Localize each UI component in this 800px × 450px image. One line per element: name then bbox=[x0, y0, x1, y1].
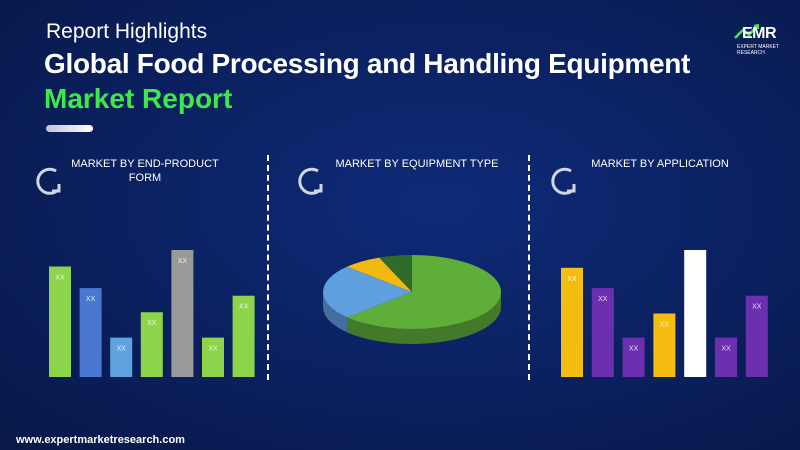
bar-data-label: XX bbox=[117, 346, 127, 353]
bar bbox=[561, 267, 583, 377]
section-title-end-product: MARKET BY END-PRODUCT FORM bbox=[71, 158, 219, 184]
section-divider bbox=[267, 155, 269, 380]
circular-arrow-icon bbox=[298, 167, 323, 195]
bar-data-label: XX bbox=[147, 320, 157, 327]
circular-arrow-icon bbox=[551, 167, 576, 195]
pie-slice-side bbox=[323, 292, 348, 333]
emr-logo-icon bbox=[734, 23, 759, 39]
bar bbox=[653, 313, 676, 377]
bar-data-label: XX bbox=[752, 304, 762, 311]
bar bbox=[232, 295, 255, 377]
logo-tagline: EXPERT MARKET RESEARCH bbox=[737, 44, 779, 56]
section-title-equipment: MARKET BY EQUIPMENT TYPE bbox=[335, 158, 499, 170]
bar bbox=[140, 312, 163, 377]
title-underline-pill bbox=[46, 125, 93, 132]
pie-slice bbox=[347, 255, 501, 329]
bar-data-label: XX bbox=[86, 296, 96, 303]
bar bbox=[79, 288, 102, 377]
pie-slice bbox=[379, 255, 412, 292]
logo-text: EMR bbox=[742, 25, 777, 42]
pie-slice bbox=[347, 257, 412, 292]
bar-data-label: XX bbox=[208, 346, 218, 353]
bar-data-label: XX bbox=[567, 276, 577, 283]
bar-data-label: XX bbox=[660, 322, 670, 329]
bar-data-label: XX bbox=[178, 258, 188, 265]
bar-data-label: XX bbox=[598, 296, 608, 303]
pie-slice-side bbox=[347, 292, 501, 344]
section-divider bbox=[528, 155, 530, 380]
bar bbox=[745, 295, 768, 377]
bar-data-label: XX bbox=[239, 304, 249, 311]
bar bbox=[171, 250, 194, 377]
bar bbox=[591, 288, 614, 377]
bar bbox=[202, 337, 224, 377]
report-subtitle: Report Highlights bbox=[46, 20, 208, 43]
bar bbox=[49, 266, 71, 377]
section-title-application: MARKET BY APPLICATION bbox=[591, 158, 729, 170]
footer-url[interactable]: www.expertmarketresearch.com bbox=[16, 434, 185, 446]
pie-slice bbox=[323, 266, 412, 318]
bar-data-label: XX bbox=[691, 258, 701, 265]
bar-data-label: XX bbox=[55, 275, 65, 282]
report-title-accent: Market Report bbox=[44, 83, 233, 114]
circular-arrow-icon bbox=[36, 167, 61, 195]
report-title: Global Food Processing and Handling Equi… bbox=[44, 48, 691, 79]
bar bbox=[715, 337, 737, 377]
bar-data-label: XX bbox=[629, 346, 639, 353]
bar-data-label: XX bbox=[721, 346, 731, 353]
bar bbox=[110, 337, 133, 377]
bar bbox=[684, 250, 707, 377]
bar bbox=[622, 337, 645, 377]
